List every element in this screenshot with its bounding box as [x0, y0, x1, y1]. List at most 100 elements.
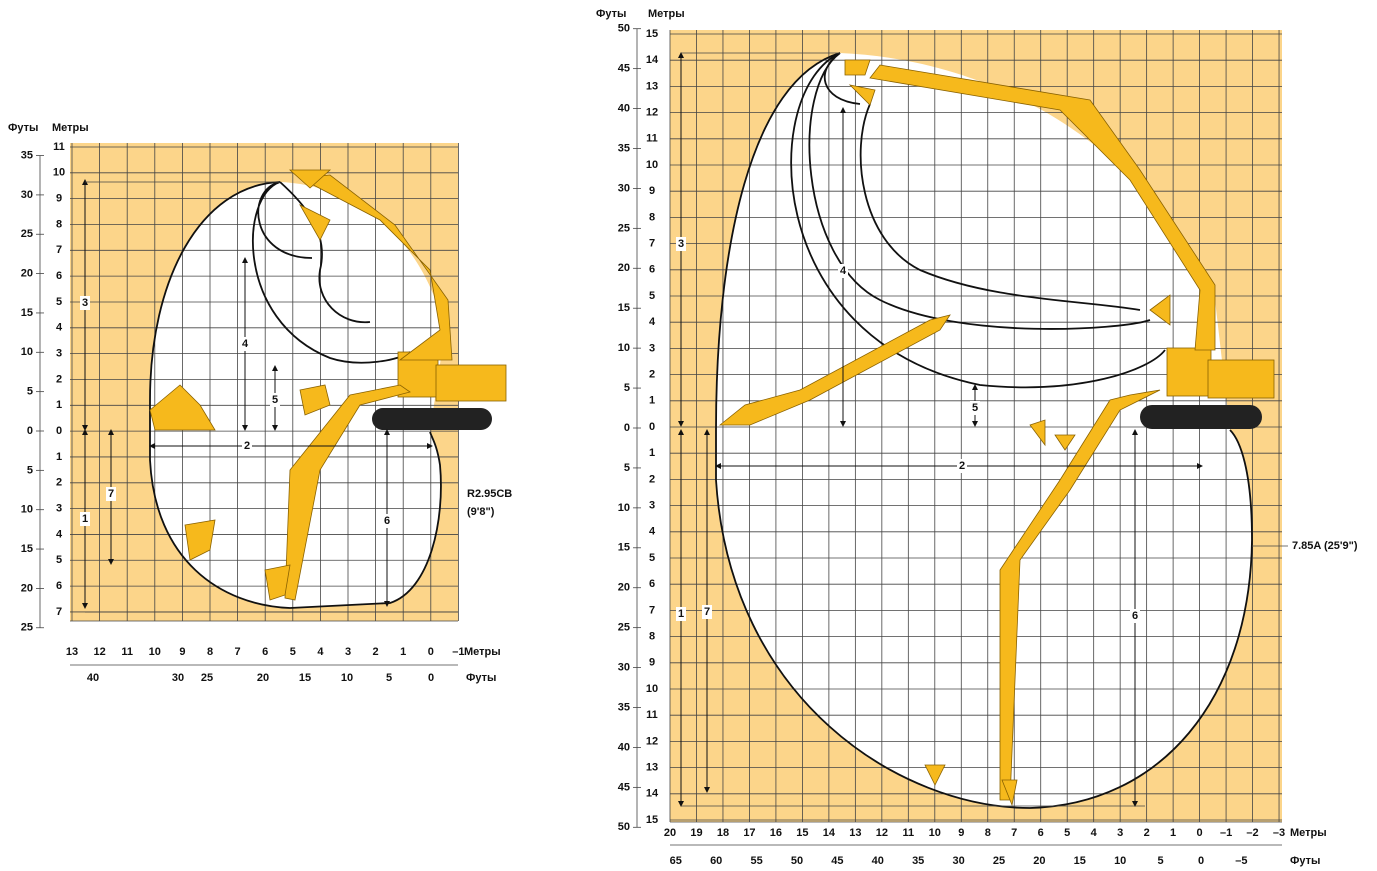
- x-tick-label: 8: [207, 646, 213, 658]
- boom-label: 7.85A (25'9"): [1292, 540, 1358, 552]
- y-tick-label: 8: [56, 218, 62, 230]
- x-tick-label: 25: [993, 855, 1005, 867]
- y-tick-label: 10: [21, 346, 33, 358]
- y-tick-label: 2: [56, 373, 62, 385]
- right-panel: Футы Метры Метры Футы 7.85A (25'9") 20 19…: [596, 8, 1358, 867]
- x-tick-label: 15: [796, 827, 808, 839]
- x-tick-label: 5: [386, 672, 392, 684]
- y-tick-label: 3: [649, 342, 655, 354]
- x-tick-label: 2: [1144, 827, 1150, 839]
- y-tick-label: 0: [27, 425, 33, 437]
- y-tick-label: 6: [56, 580, 62, 592]
- excavator: [718, 59, 1275, 807]
- y-tick-label: 45: [618, 63, 630, 75]
- y-tick-label: 40: [618, 741, 630, 753]
- boom-length: (9'8"): [467, 506, 495, 518]
- y-tick-label: 15: [646, 28, 658, 40]
- y-tick-label: 10: [646, 159, 658, 171]
- x-tick-label: 65: [670, 855, 682, 867]
- dimension-label: 4: [840, 265, 847, 277]
- y-tick-label: 20: [618, 582, 630, 594]
- y-tick-label: 35: [618, 701, 630, 713]
- y-tick-label: 30: [618, 661, 630, 673]
- dim-label-bg: [106, 487, 116, 501]
- y-tick-label: 11: [646, 709, 658, 721]
- x-tick-label: 2: [373, 646, 379, 658]
- x-tick-label: 5: [1064, 827, 1070, 839]
- x-tick-label: 11: [121, 646, 133, 658]
- x-tick-label: –3: [1273, 827, 1285, 839]
- dim-label-bg: [676, 607, 686, 621]
- x-tick-label: 55: [750, 855, 762, 867]
- y-tick-label: 15: [618, 542, 630, 554]
- y-tick-label: 2: [649, 473, 655, 485]
- y-tick-label: 7: [649, 604, 655, 616]
- y-tick-label: 1: [649, 447, 655, 459]
- x-tick-label: 7: [235, 646, 241, 658]
- inner-curves: [252, 181, 411, 364]
- dim-label-bg: [270, 393, 280, 407]
- y-tick-label: 0: [649, 421, 655, 433]
- x-tick-label: 6: [1038, 827, 1044, 839]
- y-tick-label: 0: [624, 422, 630, 434]
- y-tick-label: 7: [56, 244, 62, 256]
- dim-label-bg: [702, 605, 712, 619]
- y-tick-label: 4: [649, 526, 656, 538]
- dim-label-bg: [970, 401, 980, 415]
- x-tick-label: 5: [1158, 855, 1164, 867]
- x-tick-label: 10: [149, 646, 161, 658]
- x-tick-label: 4: [1091, 827, 1098, 839]
- y-tick-label: 15: [618, 302, 630, 314]
- x-tick-label: 10: [341, 672, 353, 684]
- y-tick-label: 3: [56, 348, 62, 360]
- y-tick-label: 8: [649, 211, 655, 223]
- y-tick-label: 1: [56, 451, 62, 463]
- x-tick-label: 25: [201, 672, 213, 684]
- x-m-unit: Метры: [1290, 827, 1327, 839]
- y-tick-label: 4: [56, 528, 63, 540]
- dimension-label: 1: [82, 513, 88, 525]
- y-tick-label: 5: [649, 552, 655, 564]
- x-tick-label: 9: [179, 646, 185, 658]
- y-tick-label: 20: [21, 582, 33, 594]
- y-tick-label: 1: [56, 399, 62, 411]
- y-tick-label: 6: [649, 264, 655, 276]
- dim-label-bg: [240, 337, 250, 351]
- x-tick-label: 19: [690, 827, 702, 839]
- y-tick-label: 0: [56, 425, 62, 437]
- y-tick-label: 1: [649, 395, 655, 407]
- x-tick-label: 6: [262, 646, 268, 658]
- x-tick-label: 1: [400, 646, 406, 658]
- dim-label-bg: [382, 514, 392, 528]
- y-tick-label: 25: [21, 228, 33, 240]
- dim-label-bg: [80, 296, 90, 310]
- dimension-label: 5: [972, 402, 978, 414]
- x-tick-label: 5: [290, 646, 296, 658]
- y-tick-label: 13: [646, 80, 658, 92]
- y-tick-label: 14: [646, 788, 659, 800]
- dim-label-bg: [676, 237, 686, 251]
- x-tick-label: 20: [257, 672, 269, 684]
- dimension-label: 3: [82, 297, 88, 309]
- x-tick-label: 1: [1170, 827, 1176, 839]
- y-tick-label: 50: [618, 23, 630, 35]
- y-tick-label: 6: [649, 578, 655, 590]
- y-tick-label: 8: [649, 631, 655, 643]
- dimension-label: 2: [244, 440, 250, 452]
- x-tick-label: 11: [902, 827, 914, 839]
- y-tick-label: 10: [618, 502, 630, 514]
- y-tick-label: 15: [21, 307, 33, 319]
- x-tick-label: 16: [770, 827, 782, 839]
- x-tick-label: 40: [872, 855, 884, 867]
- x-tick-label: 4: [317, 646, 324, 658]
- y-tick-label: 12: [646, 107, 658, 119]
- dimension-label: 2: [959, 460, 965, 472]
- y-tick-label: 35: [618, 142, 630, 154]
- y-tick-label: 5: [27, 386, 33, 398]
- dimension-label: 6: [384, 515, 390, 527]
- envelope-fill: [150, 182, 445, 608]
- dimension-label: 1: [678, 608, 684, 620]
- left-panel: Футы Метры Метры Футы R2.95CB (9'8") 13 1…: [8, 122, 512, 684]
- y-tick-label: 5: [624, 462, 630, 474]
- x-tick-label: 3: [345, 646, 351, 658]
